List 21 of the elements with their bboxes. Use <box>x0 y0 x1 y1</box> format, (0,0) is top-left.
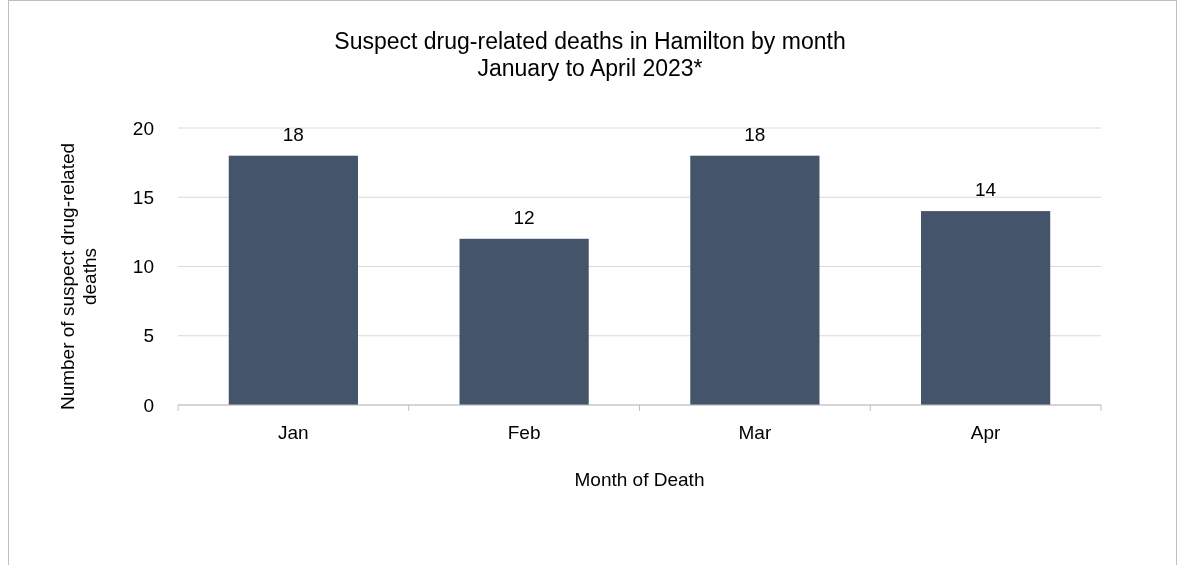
y-tick-label: 5 <box>143 325 154 347</box>
x-tick-label: Feb <box>507 422 541 443</box>
bar <box>921 211 1051 405</box>
x-tick-label: Jan <box>278 422 309 443</box>
data-label: 18 <box>744 123 766 145</box>
x-axis-title: Month of Death <box>574 469 705 490</box>
x-tick-label: Apr <box>970 422 1002 443</box>
y-tick-label: 10 <box>132 256 154 278</box>
bar <box>690 155 820 405</box>
data-label: 18 <box>282 123 304 145</box>
y-axis-title: Number of suspect drug-related deaths <box>57 142 100 411</box>
x-tick-label: Mar <box>738 422 772 443</box>
bar <box>228 155 358 405</box>
bar <box>459 238 589 405</box>
y-tick-label: 20 <box>132 117 154 139</box>
y-tick-label: 0 <box>143 394 154 416</box>
data-label: 14 <box>975 179 997 201</box>
data-label: 12 <box>513 206 535 228</box>
chart-title: Suspect drug-related deaths in Hamilton by month <box>334 28 846 54</box>
chart-subtitle: January to April 2023* <box>477 55 703 81</box>
y-tick-label: 15 <box>132 186 154 208</box>
